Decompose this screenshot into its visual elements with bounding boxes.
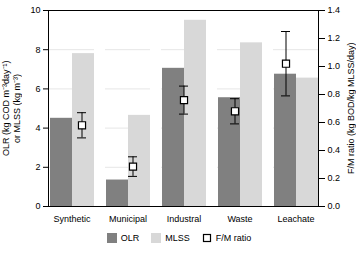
svg-text:0.8: 0.8: [328, 89, 341, 99]
html-text:OLR: OLR: [120, 233, 140, 243]
svg-text:Waste: Waste: [227, 214, 252, 224]
svg-text:1.0: 1.0: [328, 61, 341, 71]
svg-text:0.4: 0.4: [328, 145, 341, 155]
html-text:F/M ratio (kg BOD/kg MLSS/day): F/M ratio (kg BOD/kg MLSS/day): [346, 42, 356, 174]
svg-text:6: 6: [35, 84, 40, 94]
svg-text:Industral: Industral: [167, 214, 202, 224]
svg-text:8: 8: [35, 45, 40, 55]
svg-text:0.0: 0.0: [328, 201, 341, 211]
svg-text:4: 4: [35, 123, 40, 133]
svg-text:0.6: 0.6: [328, 117, 341, 127]
svg-text:1.4: 1.4: [328, 5, 341, 15]
svg-text:2: 2: [35, 162, 40, 172]
svg-text:0: 0: [35, 201, 40, 211]
html-text:MLSS: MLSS: [165, 233, 190, 243]
html-text:OLR (kg COD m⁻³day⁻¹) or MLSS: OLR (kg COD m⁻³day⁻¹) or MLSS (kg m⁻³): [1, 60, 22, 156]
html-text:F/M ratio: F/M ratio: [215, 233, 252, 243]
svg-text:Leachate: Leachate: [277, 214, 314, 224]
svg-text:1.2: 1.2: [328, 33, 341, 43]
svg-text:0.2: 0.2: [328, 173, 341, 183]
svg-text:Municipal: Municipal: [109, 214, 147, 224]
svg-text:10: 10: [30, 5, 40, 15]
svg-text:Synthetic: Synthetic: [53, 214, 91, 224]
